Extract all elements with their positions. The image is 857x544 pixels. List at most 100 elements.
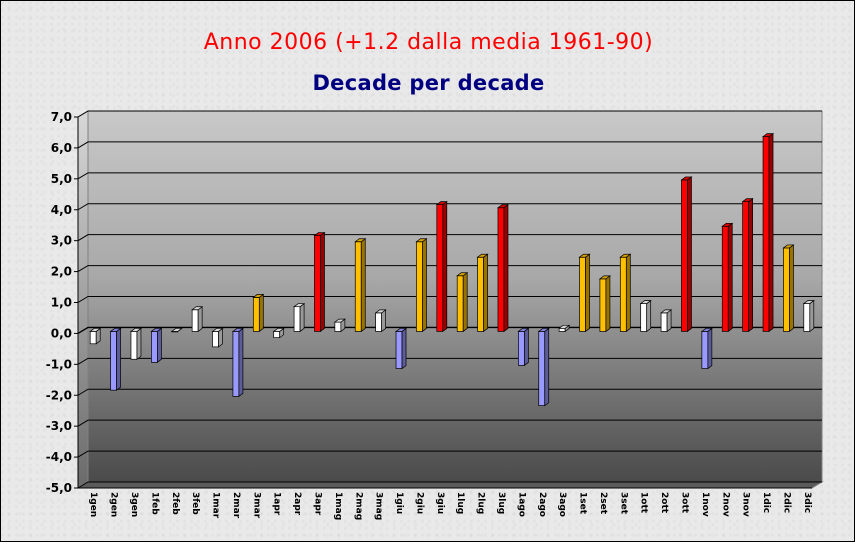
bar-front bbox=[803, 303, 811, 332]
bar-top bbox=[374, 309, 387, 314]
x-tick-label: 2apr bbox=[292, 492, 302, 516]
y-tick-label: -3,0 bbox=[46, 419, 72, 433]
bar bbox=[109, 327, 122, 391]
bar-top bbox=[619, 253, 632, 258]
bar-top bbox=[394, 328, 408, 332]
bar bbox=[272, 327, 285, 339]
bar-top bbox=[150, 328, 163, 332]
bar-side bbox=[809, 299, 815, 333]
gridline bbox=[77, 357, 822, 365]
bar bbox=[741, 197, 754, 333]
gridlines bbox=[77, 110, 822, 489]
bar bbox=[89, 327, 102, 345]
x-tick-label: 2set bbox=[598, 492, 608, 515]
bar-top bbox=[170, 328, 183, 332]
bar-side bbox=[401, 327, 407, 370]
floor bbox=[76, 481, 824, 489]
bar-top bbox=[456, 272, 469, 277]
bar bbox=[598, 275, 611, 333]
bar-front bbox=[783, 247, 790, 332]
bar bbox=[456, 272, 469, 333]
bar-side bbox=[157, 327, 162, 364]
bar-front bbox=[151, 331, 158, 363]
x-tick-label: 1mag bbox=[333, 492, 343, 520]
bar-front bbox=[191, 309, 199, 332]
x-tick-label: 1gen bbox=[88, 492, 98, 517]
bar bbox=[700, 327, 713, 370]
bar-front bbox=[477, 256, 484, 332]
bar-top bbox=[435, 201, 448, 206]
bar-front bbox=[89, 331, 97, 345]
y-tick-label: 4,0 bbox=[51, 203, 72, 217]
bar-top bbox=[680, 176, 693, 181]
bar-top bbox=[293, 303, 306, 308]
bar-side bbox=[503, 204, 509, 333]
bar-side bbox=[116, 327, 121, 391]
bar bbox=[680, 176, 693, 333]
bar-top bbox=[129, 328, 143, 332]
x-tick-label: 3gen bbox=[129, 492, 139, 517]
y-tick-label: -4,0 bbox=[46, 450, 72, 464]
x-tick-label: 1giu bbox=[394, 492, 404, 514]
x-axis: 1gen 2gen 3gen 1feb 2feb 3feb 1mar 2mar 3mar 1apr… bbox=[88, 492, 812, 520]
y-tick-label: -1,0 bbox=[46, 357, 72, 371]
x-tick-label: 2ago bbox=[537, 492, 547, 517]
bar-top bbox=[109, 328, 122, 332]
chart-subtitle: Decade per decade bbox=[312, 71, 545, 95]
bar-front bbox=[273, 331, 281, 338]
x-tick-label: 3giu bbox=[435, 492, 445, 514]
bar bbox=[558, 324, 571, 333]
bar-top bbox=[721, 222, 734, 227]
bar bbox=[191, 306, 204, 333]
bar bbox=[660, 309, 673, 333]
x-tick-label: 1ago bbox=[516, 492, 526, 517]
x-tick-label: 1apr bbox=[272, 492, 282, 516]
plot-walls bbox=[76, 110, 824, 489]
bar-side bbox=[442, 200, 448, 333]
gridline bbox=[77, 326, 822, 335]
bar bbox=[394, 327, 408, 370]
bar bbox=[496, 204, 510, 333]
gridline bbox=[77, 141, 822, 149]
bar bbox=[150, 327, 163, 364]
gridline bbox=[77, 265, 822, 273]
bar-side bbox=[544, 327, 550, 407]
bar bbox=[537, 327, 550, 407]
bar-top bbox=[639, 300, 652, 304]
bar-side bbox=[646, 299, 652, 333]
bar-front bbox=[375, 312, 382, 332]
bar-front bbox=[334, 321, 342, 332]
bar-front bbox=[212, 331, 219, 348]
bar-side bbox=[299, 302, 305, 333]
bar-top bbox=[558, 324, 571, 329]
bar-front bbox=[640, 303, 648, 332]
x-tick-label: 2nov bbox=[720, 492, 730, 517]
y-axis: -5,0 -4,0 -3,0 -2,0 -1,0 0,0 1,0 2,0 3,0 4,0 5,0 6,… bbox=[46, 110, 812, 495]
bar-side bbox=[687, 176, 692, 333]
bar-front bbox=[314, 235, 321, 332]
bar-front bbox=[497, 207, 505, 332]
bar-top bbox=[517, 328, 530, 332]
x-tick-label: 1feb bbox=[149, 492, 159, 515]
x-tick-label: 3ott bbox=[679, 492, 689, 514]
bar-side bbox=[258, 293, 264, 333]
gridline bbox=[77, 203, 822, 211]
x-tick-label: 2lug bbox=[476, 492, 486, 514]
bar-front bbox=[579, 256, 586, 332]
bar-front bbox=[354, 241, 362, 332]
gridline bbox=[77, 481, 822, 489]
bar-front bbox=[681, 179, 688, 332]
x-tick-label: 3set bbox=[618, 492, 628, 515]
bar bbox=[782, 244, 795, 333]
y-tick-label: -2,0 bbox=[46, 388, 72, 402]
bar bbox=[129, 327, 143, 360]
x-tick-label: 3dic bbox=[802, 492, 812, 513]
x-tick-label: 2mag bbox=[353, 492, 363, 520]
x-tick-label: 1nov bbox=[700, 492, 710, 517]
bar-front bbox=[232, 331, 240, 397]
bar bbox=[435, 200, 448, 333]
bar-side bbox=[136, 327, 142, 360]
x-tick-label: 3nov bbox=[741, 492, 751, 517]
bar-side bbox=[422, 238, 427, 333]
bar-front bbox=[252, 297, 260, 332]
